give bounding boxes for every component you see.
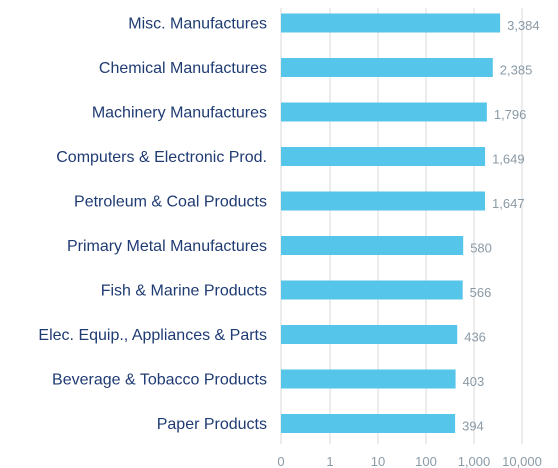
bar — [281, 58, 493, 77]
value-label: 3,384 — [507, 18, 540, 33]
bar — [281, 325, 458, 344]
bar — [281, 13, 501, 33]
x-tick-label: 0 — [277, 454, 284, 468]
category-labels: Misc. Manufactures Chemical Manufactures M… — [38, 16, 267, 434]
category-label: Chemical Manufactures — [99, 60, 267, 77]
bar — [281, 147, 486, 166]
value-label: 1,647 — [492, 196, 525, 211]
value-label: 403 — [463, 374, 485, 389]
category-label: Fish & Marine Products — [101, 283, 267, 300]
x-tick-label: 10 — [371, 454, 385, 468]
bar — [281, 236, 464, 255]
value-label: 394 — [462, 419, 484, 434]
category-label: Misc. Manufactures — [128, 16, 267, 33]
bars — [281, 13, 501, 433]
category-label: Machinery Manufactures — [92, 105, 267, 122]
category-label: Petroleum & Coal Products — [74, 194, 267, 211]
category-label: Elec. Equip., Appliances & Parts — [38, 327, 267, 344]
category-label: Primary Metal Manufactures — [67, 238, 267, 255]
x-tick-label: 10,000 — [502, 454, 542, 468]
bar — [281, 102, 487, 122]
value-labels: 3,384 2,385 1,796 1,649 1,647 580 566 436 403 394 — [462, 18, 540, 434]
value-label: 436 — [464, 330, 486, 345]
category-label: Paper Products — [157, 416, 267, 433]
bar — [281, 280, 463, 300]
category-label: Computers & Electronic Prod. — [56, 149, 267, 166]
bar — [281, 369, 456, 389]
bar — [281, 191, 486, 211]
x-tick-label: 1,000 — [458, 454, 491, 468]
value-label: 2,385 — [500, 63, 533, 78]
category-label: Beverage & Tobacco Products — [52, 372, 267, 389]
x-tick-label: 1 — [326, 454, 333, 468]
bar — [281, 414, 456, 433]
x-tick-label: 100 — [415, 454, 437, 468]
value-label: 580 — [470, 241, 492, 256]
value-label: 1,796 — [494, 107, 527, 122]
value-label: 566 — [470, 285, 492, 300]
value-label: 1,649 — [492, 152, 525, 167]
x-axis-tick-labels: 0 1 10 100 1,000 10,000 — [277, 454, 542, 468]
